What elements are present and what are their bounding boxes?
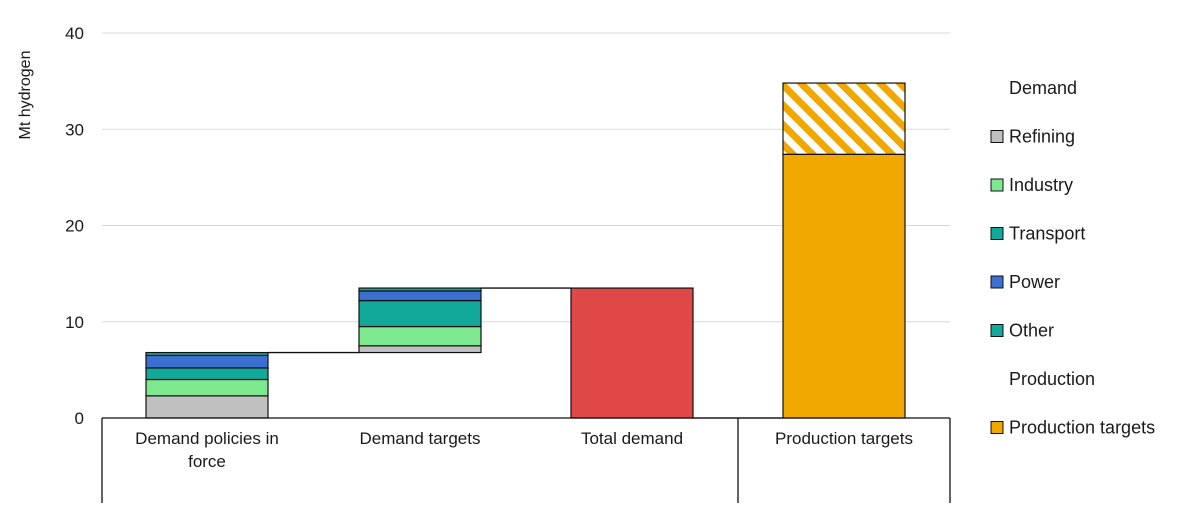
y-tick-label: 0 <box>75 409 84 428</box>
bars <box>145 82 906 419</box>
legend-swatch-industry <box>990 178 1004 192</box>
bar-segment-demand-targets-refining <box>358 345 482 354</box>
legend-swatch-refining <box>990 130 1004 143</box>
legend-swatch-other <box>990 324 1004 337</box>
legend-label-other: Other <box>1009 321 1054 341</box>
legend-swatch-production-targets <box>990 421 1004 434</box>
legend-group-title: Production <box>1009 369 1095 389</box>
y-axis-label: Mt hydrogen <box>17 51 34 140</box>
category-label: Total demand <box>581 429 683 448</box>
bar-segment-demand-policies-in-force-power <box>145 354 269 369</box>
bar-segment-demand-targets-industry <box>358 325 482 347</box>
y-tick-label: 40 <box>65 24 84 43</box>
bar-segment-demand-targets-transport <box>358 299 482 328</box>
legend-group-title: Demand <box>1009 78 1077 98</box>
bar-segment-demand-targets-other <box>358 287 482 292</box>
bar-segment-production-targets-production-targets <box>782 153 906 419</box>
bar-segment-demand-policies-in-force-other <box>145 351 269 357</box>
category-label: Demand targets <box>360 429 481 448</box>
x-axis <box>101 417 951 503</box>
legend-label-power: Power <box>1009 272 1060 292</box>
legend: Demand Refining Industry Transport Power Othe… <box>990 78 1155 438</box>
category-labels: Demand policies in force Demand targets Tot… <box>135 429 913 471</box>
bar-segment-production-targets-production-targets-hatched <box>782 82 906 155</box>
bar-segment-total-demand-total-demand <box>570 287 694 419</box>
legend-label-industry: Industry <box>1009 175 1073 195</box>
y-axis-ticks: 0 10 20 30 40 <box>65 24 84 428</box>
legend-swatch-power <box>990 275 1004 289</box>
y-tick-label: 10 <box>65 313 84 332</box>
y-tick-label: 20 <box>65 217 84 236</box>
legend-swatch-transport <box>990 227 1004 240</box>
category-label: Production targets <box>775 429 913 448</box>
y-tick-label: 30 <box>65 120 84 139</box>
bar-segment-demand-policies-in-force-refining <box>145 395 269 419</box>
bar-segment-demand-policies-in-force-industry <box>145 378 269 397</box>
legend-label-production-targets: Production targets <box>1009 418 1155 438</box>
legend-label-refining: Refining <box>1009 127 1075 147</box>
bar-segment-demand-policies-in-force-transport <box>145 367 269 381</box>
category-label: Demand policies in force <box>135 429 279 471</box>
legend-label-transport: Transport <box>1009 224 1085 244</box>
bar-segment-demand-targets-power <box>358 290 482 302</box>
waterfall-connectors <box>268 287 783 419</box>
